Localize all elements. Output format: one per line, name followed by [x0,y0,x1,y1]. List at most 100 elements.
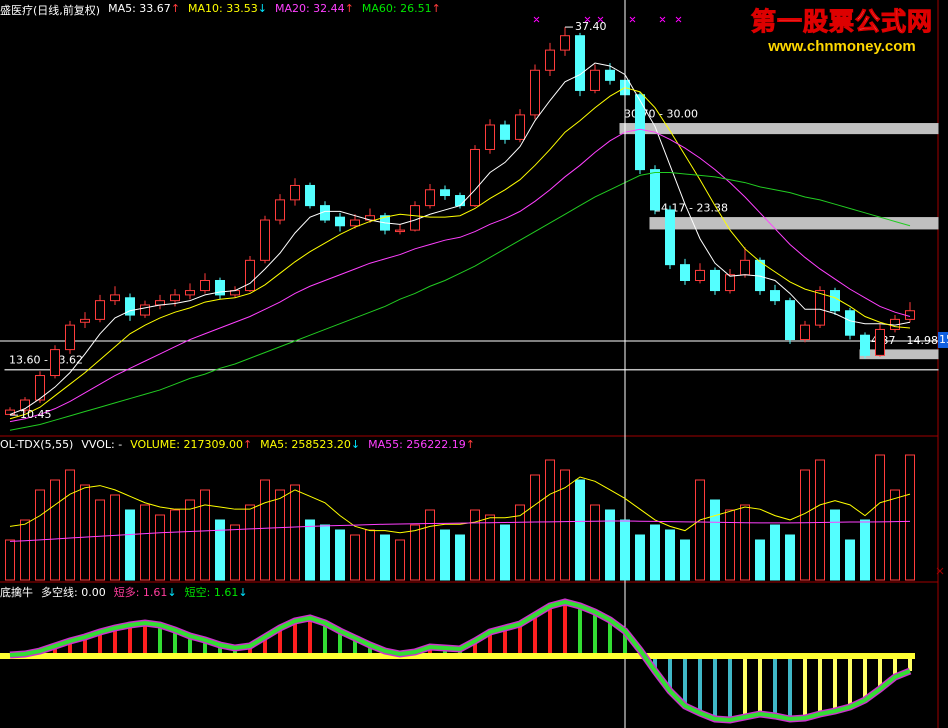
oscillator-line [9,599,911,723]
oscillator-bar [308,618,312,656]
candle-body [875,328,885,356]
volume-bar [155,514,165,581]
price-zone [619,123,939,135]
legend-text: VVOL: - [81,438,123,451]
volume-bar [380,534,390,581]
volume-bar [170,509,180,581]
volume-bar [215,519,225,581]
oscillator-bar [98,632,102,656]
volume-bar [290,484,300,581]
legend-text: MA55: 256222.19 [368,438,466,451]
ma-line [9,128,911,423]
candle-body [185,290,195,296]
candle-body [5,409,15,415]
oscillator-bar [593,612,597,656]
oscillator-bar [353,638,357,656]
oscillator-bar [233,648,237,656]
volume-bar [695,479,705,581]
candle-body [335,216,345,227]
oscillator-bar [518,624,522,656]
volume-bar [545,459,555,581]
candle-body [860,334,870,356]
annotation-label: 37.40 [575,20,607,33]
candle-body [695,269,705,281]
candle-body [260,219,270,261]
volume-bar [530,474,540,581]
volume-bar [560,469,570,581]
candle-body [560,35,570,51]
volume-bar [665,529,675,581]
oscillator-bar [128,625,132,656]
candle-body [545,49,555,71]
candle-body [200,279,210,292]
volume-bar [200,489,210,581]
oscillator-bar [668,656,672,691]
legend-arrow: ↑ [170,2,181,15]
volume-bar [275,489,285,581]
volume-bar [80,484,90,581]
volume-bar [845,539,855,581]
volume-bar [830,509,840,581]
legend-arrow: ↑ [344,2,354,15]
volume-bar [185,499,195,581]
candle-body [140,304,150,316]
legend-entry: MA20: 32.44↑ [275,2,354,18]
legend-arrow: ↑ [242,438,253,451]
volume-ma-line [9,476,911,534]
candle-body [290,184,300,201]
oscillator-bar [263,637,267,656]
legend-entry: 底擒牛 [0,584,33,600]
legend-entry: 短空: 1.61↓ [185,584,248,600]
oscillator-bar [653,656,657,671]
volume-bar [320,524,330,581]
volume-bar [110,494,120,581]
candle-body [785,300,795,341]
oscillator-bar [773,656,777,716]
ma-line [9,87,911,420]
oscillator-bar [803,656,807,718]
volume-bar [440,529,450,581]
marker-crosses [533,16,944,575]
volume-bar [800,469,810,581]
volume-bar [485,514,495,581]
candle-body [830,290,840,312]
price-zone [859,349,939,360]
oscillator-bar [908,656,912,671]
volume-bar [35,489,45,581]
legend-arrow: ↓ [238,586,248,599]
candle-body [35,375,45,401]
candle-body [95,300,105,320]
legend-text: 短空: 1.61 [184,586,239,599]
oscillator-bar [818,656,822,714]
oscillator-bar [248,646,252,656]
legend-text: MA5: 33.67 [108,2,171,15]
volume-bar [650,524,660,581]
candle-body [485,124,495,150]
oscillator-bar [218,645,222,656]
candle-body [515,114,525,140]
oscillator-bar [713,656,717,719]
candle-body [680,264,690,281]
candle-body [590,69,600,91]
oscillator-bar [158,625,162,656]
volume-bar [815,459,825,581]
volume-bar [770,524,780,581]
volume-bar [635,534,645,581]
legend-entry: MA55: 256222.19↑ [368,438,475,451]
candle-body [905,310,915,320]
candle-body [710,269,720,292]
oscillator-bar [533,615,537,656]
volume-bar [755,539,765,581]
oscillator-bar [83,637,87,656]
volume-bar [875,454,885,581]
legend-text: OL-TDX(5,55) [0,438,74,451]
candle-body [245,259,255,292]
candle-body [80,318,90,323]
volume-bar [680,539,690,581]
annotation-label: 10.45 [20,408,52,421]
legend-text: 短多: 1.61 [113,586,168,599]
volume-bar [95,499,105,581]
legend-entry: MA60: 26.51↑ [362,2,441,18]
